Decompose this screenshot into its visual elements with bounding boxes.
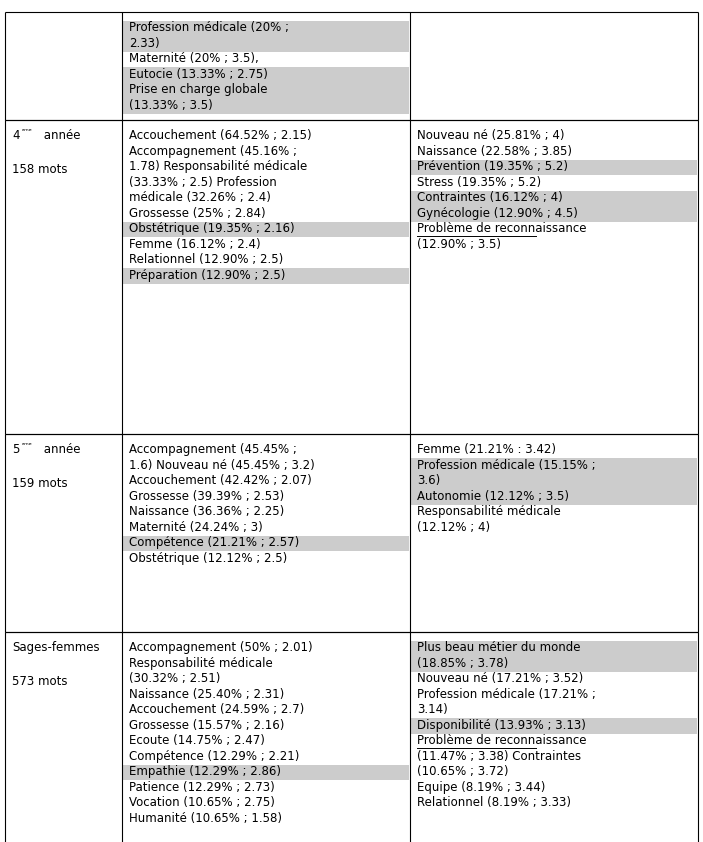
Text: Accompagnement (45.45% ;: Accompagnement (45.45% ; (129, 443, 297, 456)
Text: Naissance (25.40% ; 2.31): Naissance (25.40% ; 2.31) (129, 688, 284, 701)
Bar (123, 67, 409, 83)
Text: Maternité (24.24% ; 3): Maternité (24.24% ; 3) (129, 520, 263, 534)
Text: 3.14): 3.14) (417, 703, 448, 717)
Text: Humanité (10.65% ; 1.58): Humanité (10.65% ; 1.58) (129, 812, 282, 825)
Text: Compétence (21.21% ; 2.57): Compétence (21.21% ; 2.57) (129, 536, 299, 549)
Bar (411, 718, 697, 733)
Text: Nouveau né (25.81% ; 4): Nouveau né (25.81% ; 4) (417, 130, 565, 142)
Text: Profession médicale (20% ;: Profession médicale (20% ; (129, 21, 289, 35)
Text: Nouveau né (17.21% ; 3.52): Nouveau né (17.21% ; 3.52) (417, 672, 583, 685)
Text: Responsabilité médicale: Responsabilité médicale (417, 505, 561, 518)
Bar (123, 221, 409, 237)
Bar (411, 656, 697, 672)
Text: Grossesse (39.39% ; 2.53): Grossesse (39.39% ; 2.53) (129, 490, 284, 503)
Text: Problème de reconnaissance: Problème de reconnaissance (417, 734, 586, 747)
Bar (123, 21, 409, 36)
Text: médicale (32.26% ; 2.4): médicale (32.26% ; 2.4) (129, 191, 271, 205)
Text: Accouchement (42.42% ; 2.07): Accouchement (42.42% ; 2.07) (129, 474, 311, 488)
Text: Obstétrique (12.12% ; 2.5): Obstétrique (12.12% ; 2.5) (129, 552, 288, 565)
Text: 5: 5 (12, 443, 20, 456)
Bar (123, 269, 409, 284)
Text: 1.6) Nouveau né (45.45% ; 3.2): 1.6) Nouveau né (45.45% ; 3.2) (129, 459, 315, 472)
Text: (13.33% ; 3.5): (13.33% ; 3.5) (129, 99, 213, 112)
Text: Compétence (12.29% ; 2.21): Compétence (12.29% ; 2.21) (129, 749, 299, 763)
Text: Equipe (8.19% ; 3.44): Equipe (8.19% ; 3.44) (417, 781, 546, 794)
Text: 4: 4 (12, 130, 20, 142)
Bar (123, 765, 409, 781)
Bar (411, 489, 697, 504)
Text: Accouchement (64.52% ; 2.15): Accouchement (64.52% ; 2.15) (129, 130, 311, 142)
Text: Empathie (12.29% ; 2.86): Empathie (12.29% ; 2.86) (129, 765, 281, 778)
Text: 158 mots: 158 mots (12, 163, 67, 176)
Text: Plus beau métier du monde: Plus beau métier du monde (417, 642, 581, 654)
Text: 3.6): 3.6) (417, 474, 440, 488)
Text: Stress (19.35% ; 5.2): Stress (19.35% ; 5.2) (417, 176, 541, 189)
Text: 2.33): 2.33) (129, 37, 160, 50)
Text: Vocation (10.65% ; 2.75): Vocation (10.65% ; 2.75) (129, 797, 275, 809)
Text: Sages-femmes: Sages-femmes (12, 642, 100, 654)
Text: (12.12% ; 4): (12.12% ; 4) (417, 520, 490, 534)
Text: Autonomie (12.12% ; 3.5): Autonomie (12.12% ; 3.5) (417, 490, 569, 503)
Text: (10.65% ; 3.72): (10.65% ; 3.72) (417, 765, 508, 778)
Bar (123, 83, 409, 99)
Text: Relationnel (8.19% ; 3.33): Relationnel (8.19% ; 3.33) (417, 797, 571, 809)
Text: (11.47% ; 3.38) Contraintes: (11.47% ; 3.38) Contraintes (417, 749, 581, 763)
Text: Naissance (22.58% ; 3.85): Naissance (22.58% ; 3.85) (417, 145, 572, 157)
Text: Obstétrique (19.35% ; 2.16): Obstétrique (19.35% ; 2.16) (129, 222, 295, 235)
Text: 159 mots: 159 mots (12, 477, 67, 490)
Text: 1.78) Responsabilité médicale: 1.78) Responsabilité médicale (129, 160, 307, 173)
Text: Profession médicale (15.15% ;: Profession médicale (15.15% ; (417, 459, 595, 472)
Text: Relationnel (12.90% ; 2.5): Relationnel (12.90% ; 2.5) (129, 253, 283, 266)
Text: 573 mots: 573 mots (12, 675, 67, 689)
Text: Grossesse (15.57% ; 2.16): Grossesse (15.57% ; 2.16) (129, 719, 285, 732)
Text: Prise en charge globale: Prise en charge globale (129, 83, 268, 96)
Bar (411, 641, 697, 656)
Text: Accompagnement (50% ; 2.01): Accompagnement (50% ; 2.01) (129, 642, 313, 654)
Text: Problème de reconnaissance: Problème de reconnaissance (417, 222, 586, 235)
Bar (411, 191, 697, 206)
Text: Préparation (12.90% ; 2.5): Préparation (12.90% ; 2.5) (129, 269, 285, 282)
Text: ᵉᵐᵉ: ᵉᵐᵉ (22, 441, 33, 450)
Text: Prévention (19.35% ; 5.2): Prévention (19.35% ; 5.2) (417, 160, 568, 173)
Text: Patience (12.29% ; 2.73): Patience (12.29% ; 2.73) (129, 781, 275, 794)
Text: Responsabilité médicale: Responsabilité médicale (129, 657, 273, 669)
Text: Disponibilité (13.93% ; 3.13): Disponibilité (13.93% ; 3.13) (417, 719, 586, 732)
Text: Accompagnement (45.16% ;: Accompagnement (45.16% ; (129, 145, 297, 157)
Bar (411, 458, 697, 474)
Bar (411, 474, 697, 489)
Text: Femme (21.21% : 3.42): Femme (21.21% : 3.42) (417, 443, 556, 456)
Text: Maternité (20% ; 3.5),: Maternité (20% ; 3.5), (129, 52, 259, 65)
Text: Gynécologie (12.90% ; 4.5): Gynécologie (12.90% ; 4.5) (417, 207, 578, 220)
Text: (30.32% ; 2.51): (30.32% ; 2.51) (129, 672, 220, 685)
Text: année: année (40, 130, 81, 142)
Text: Femme (16.12% ; 2.4): Femme (16.12% ; 2.4) (129, 237, 261, 251)
Text: Contraintes (16.12% ; 4): Contraintes (16.12% ; 4) (417, 191, 562, 205)
Bar (123, 99, 409, 114)
Text: Naissance (36.36% ; 2.25): Naissance (36.36% ; 2.25) (129, 505, 284, 518)
Bar (123, 536, 409, 552)
Text: Accouchement (24.59% ; 2.7): Accouchement (24.59% ; 2.7) (129, 703, 304, 717)
Text: Grossesse (25% ; 2.84): Grossesse (25% ; 2.84) (129, 207, 266, 220)
Text: Profession médicale (17.21% ;: Profession médicale (17.21% ; (417, 688, 596, 701)
Text: Eutocie (13.33% ; 2.75): Eutocie (13.33% ; 2.75) (129, 67, 268, 81)
Bar (411, 206, 697, 221)
Bar (123, 36, 409, 51)
Text: (33.33% ; 2.5) Profession: (33.33% ; 2.5) Profession (129, 176, 277, 189)
Text: ᵉᵐᵉ: ᵉᵐᵉ (22, 127, 33, 136)
Bar (411, 160, 697, 175)
Text: (12.90% ; 3.5): (12.90% ; 3.5) (417, 237, 501, 251)
Text: Ecoute (14.75% ; 2.47): Ecoute (14.75% ; 2.47) (129, 734, 265, 747)
Text: année: année (40, 443, 81, 456)
Text: (18.85% ; 3.78): (18.85% ; 3.78) (417, 657, 508, 669)
